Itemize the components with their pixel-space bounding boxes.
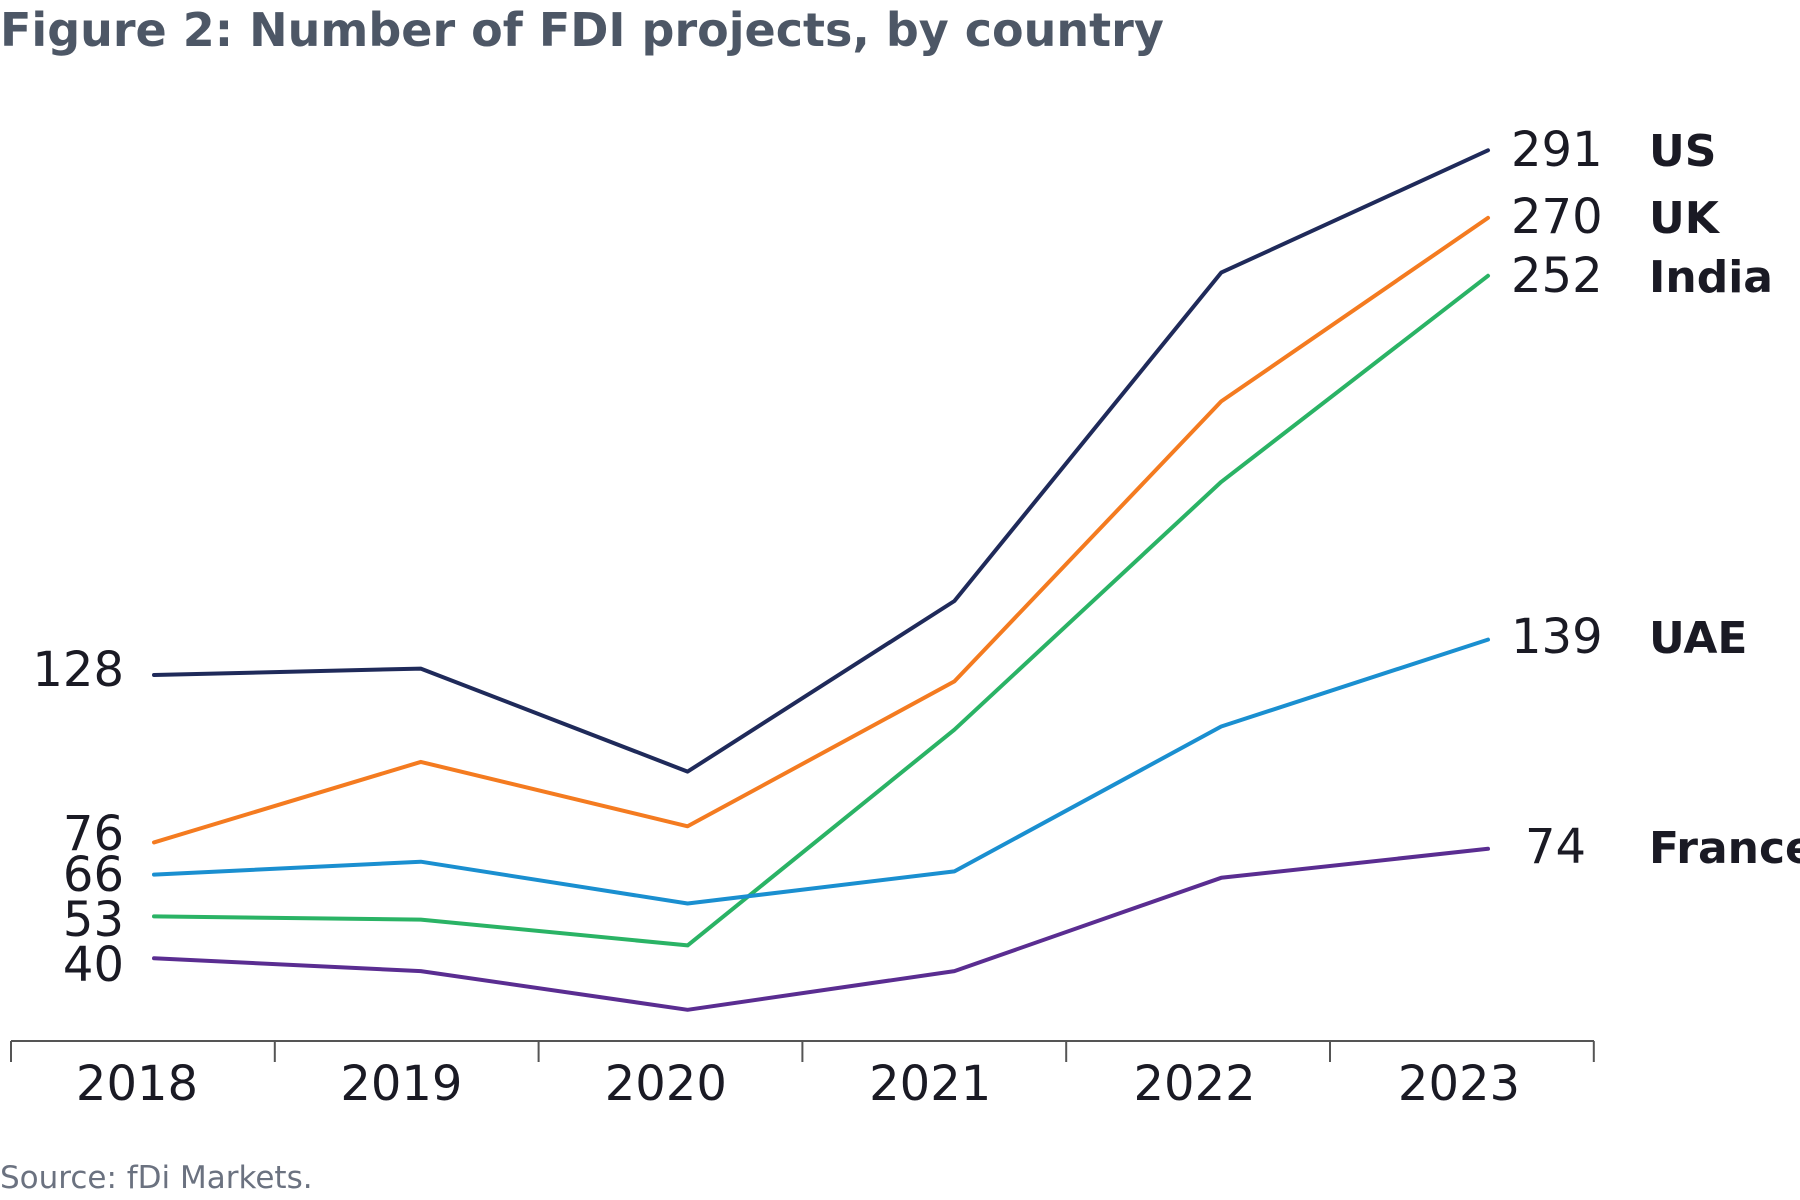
series-line-us xyxy=(152,148,1490,774)
series-label: UK xyxy=(1649,193,1721,244)
end-value-label: 74 xyxy=(1525,819,1586,875)
data-labels: 128 291 US 76 270 UK 53 252 India 66 139 UAE 40 74 Fra… xyxy=(32,122,1800,993)
start-value-label: 53 xyxy=(63,892,124,948)
start-value-label: 66 xyxy=(63,847,124,903)
x-tick-label: 2019 xyxy=(340,1056,462,1112)
end-value-label: 252 xyxy=(1511,248,1603,304)
end-value-label: 139 xyxy=(1511,609,1603,665)
x-tick-label: 2020 xyxy=(605,1056,727,1112)
series-label: France xyxy=(1649,823,1800,874)
series-label: UAE xyxy=(1649,613,1747,664)
x-axis: 2018 2019 2020 2021 2022 2023 xyxy=(10,1040,1595,1112)
x-tick-label: 2022 xyxy=(1134,1056,1256,1112)
end-value-label: 270 xyxy=(1511,189,1603,245)
start-value-label: 76 xyxy=(63,806,124,862)
series-label: India xyxy=(1649,252,1773,303)
x-tick-label: 2021 xyxy=(869,1056,991,1112)
series-label: US xyxy=(1649,126,1716,177)
x-tick-label: 2018 xyxy=(76,1056,198,1112)
start-value-label: 40 xyxy=(63,937,124,993)
series-line-uk xyxy=(152,215,1490,845)
series-line-france xyxy=(152,846,1490,1012)
series-line-uae xyxy=(152,637,1490,906)
series-lines xyxy=(152,148,1490,1012)
end-value-label: 291 xyxy=(1511,122,1603,178)
chart-title: Figure 2: Number of FDI projects, by cou… xyxy=(0,3,1164,57)
series-line-india xyxy=(152,273,1490,948)
source-note: Source: fDi Markets. xyxy=(0,1160,313,1196)
start-value-label: 128 xyxy=(32,642,124,698)
x-tick-label: 2023 xyxy=(1398,1056,1520,1112)
